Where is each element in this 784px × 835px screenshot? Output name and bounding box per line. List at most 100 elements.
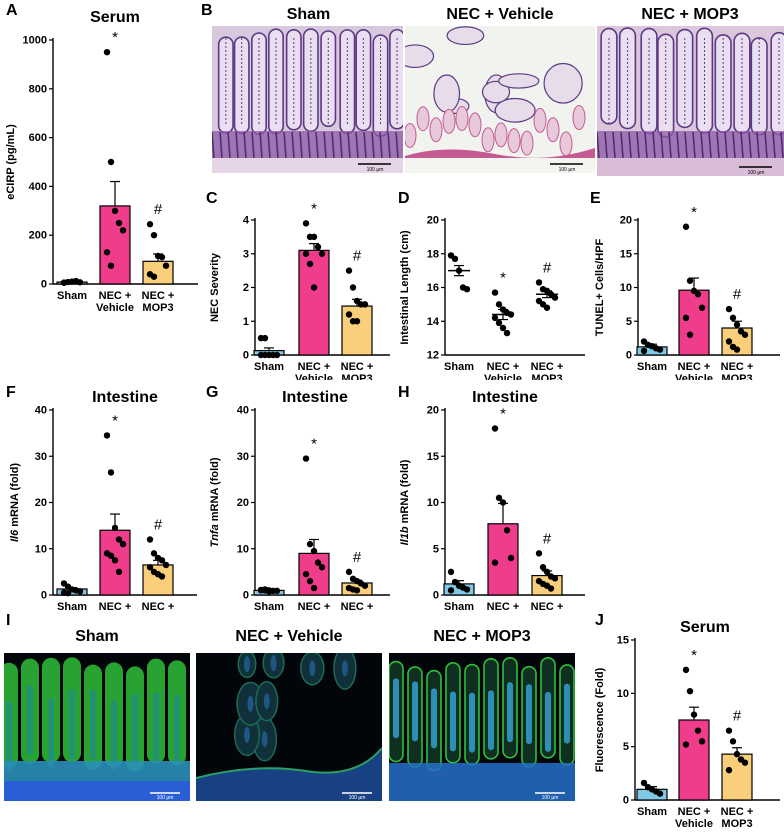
chart-c-point-2-4 xyxy=(361,301,369,308)
chart-j-point-2-2 xyxy=(733,750,741,758)
histology-crypt xyxy=(291,131,295,159)
chart-d-point-0-4 xyxy=(463,285,471,293)
chart-a-point-1-6 xyxy=(107,262,115,269)
chart-c-point-1-4 xyxy=(318,250,326,257)
histology-crypt xyxy=(339,131,343,159)
chart-e-point-2-7 xyxy=(733,346,741,353)
chart-e-point-0-4 xyxy=(656,346,664,353)
fluorescence-villus-core xyxy=(90,689,96,760)
histology-crypt xyxy=(724,131,728,159)
histology-villus xyxy=(405,44,435,69)
histology-crypt xyxy=(212,131,215,159)
fluorescence-image-vehicle: 100 µm xyxy=(196,653,382,801)
fluorescence-villus-core xyxy=(564,683,570,744)
chart-a-title: Serum xyxy=(90,9,140,26)
fluorescence-scale-label: 100 µm xyxy=(542,795,559,801)
histology-crypt xyxy=(219,131,223,159)
chart-g-point-1-2 xyxy=(310,547,318,555)
histology-crypt xyxy=(546,117,560,143)
panel-letter-i: I xyxy=(6,612,11,629)
fluorescence-nuclei xyxy=(247,695,254,712)
fluorescence-villus-core xyxy=(393,678,399,739)
chart-d-point-1-5 xyxy=(491,314,499,322)
histology-crypt xyxy=(628,131,632,159)
fluorescence-scale-label: 100 µm xyxy=(157,795,174,801)
chart-h-ytick-label-0: 0 xyxy=(433,590,439,602)
histology-crypt xyxy=(283,131,287,159)
histology-crypt xyxy=(676,131,680,159)
chart-h-annotation-1: * xyxy=(500,406,506,423)
chart-h-point-2-1 xyxy=(539,564,547,571)
histology-crypt xyxy=(243,131,247,159)
chart-c-category-label-0: Sham xyxy=(254,361,284,373)
chart-e-point-1-5 xyxy=(682,314,690,322)
chart-g-annotation-2: # xyxy=(353,549,362,566)
chart-f-ytick-label-2: 20 xyxy=(35,497,47,509)
chart-g-ytick-label-3: 30 xyxy=(237,451,249,463)
histology-crypt-layer xyxy=(597,131,784,159)
chart-d-category-label-1: NEC + xyxy=(487,361,520,373)
chart-a-category-label-2: NEC + xyxy=(142,290,175,302)
chart-f-category-label-1: NEC + xyxy=(99,601,132,610)
chart-c-nec-severity: NEC Severity 0 1 2 3 4 Sham * NEC + Vehicle # NEC +… xyxy=(200,185,395,385)
histology-base xyxy=(597,158,784,176)
histology-crypt xyxy=(468,112,482,138)
chart-e-point-1-6 xyxy=(686,331,694,338)
chart-h-point-1-3 xyxy=(503,527,511,534)
histology-villus xyxy=(446,26,485,46)
chart-a-point-1-2 xyxy=(111,207,119,214)
chart-f-ytick-label-3: 30 xyxy=(35,451,47,463)
histology-crypt xyxy=(227,131,231,159)
chart-h-ytick-label-3: 15 xyxy=(427,451,439,463)
panel-letter-h: H xyxy=(398,384,410,401)
histology-crypt xyxy=(387,131,391,159)
chart-h-point-0-0 xyxy=(447,568,455,576)
histology-crypt xyxy=(507,128,521,154)
fluorescence-villus-core xyxy=(6,701,12,772)
chart-e-category-label-2: NEC + xyxy=(721,361,754,373)
chart-g-ytick-label-0: 0 xyxy=(243,590,249,602)
histology-villus xyxy=(267,28,284,135)
chart-g-tnfa: Intestine Tnfa mRNA (fold) 0 10 20 30 40 Sham * N… xyxy=(200,380,395,625)
histology-villus xyxy=(494,97,536,123)
chart-g-point-2-0 xyxy=(345,568,353,576)
histology-villus xyxy=(481,80,511,104)
chart-a-serum-ecirp: Serum eCIRP (pg/mL) 0 200 400 600 800 1000 Sham *… xyxy=(0,0,200,330)
chart-c-ylabel: NEC Severity xyxy=(209,252,221,322)
fluorescence-nuclei xyxy=(263,693,270,710)
histology-crypt xyxy=(692,131,696,159)
fluorescence-villus-core xyxy=(488,690,494,751)
histology-crypt xyxy=(644,131,648,159)
chart-d-point-0-2 xyxy=(455,267,463,274)
chart-j-ytick-label-3: 15 xyxy=(617,635,629,647)
histology-scale-label: 100 µm xyxy=(367,167,384,173)
histology-crypt xyxy=(395,131,399,159)
panel-letter-e: E xyxy=(590,190,601,207)
chart-e-point-2-2 xyxy=(733,321,741,328)
chart-g-point-1-1 xyxy=(306,540,314,548)
chart-a-ylabel: eCIRP (pg/mL) xyxy=(5,124,17,200)
chart-f-point-0-6 xyxy=(64,589,72,597)
chart-g-ylabel: Tnfa mRNA (fold) xyxy=(209,457,221,547)
chart-h-point-1-5 xyxy=(491,559,499,566)
fluorescence-villus-core xyxy=(69,689,75,760)
chart-j-ylabel: Fluorescence (Fold) xyxy=(594,667,606,772)
chart-j-point-1-1 xyxy=(686,688,694,695)
fluorescence-nuclei xyxy=(261,731,268,748)
chart-g-ytick-label-4: 40 xyxy=(237,405,249,417)
chart-j-point-1-4 xyxy=(698,738,706,745)
chart-j-serum-fluorescence: Serum Fluorescence (Fold) 0 5 10 15 Sham * NEC +… xyxy=(590,610,784,830)
chart-d-point-2-0 xyxy=(535,279,543,286)
chart-f-point-1-2 xyxy=(111,524,119,532)
fluorescence-villus-core xyxy=(153,692,159,763)
chart-h-annotation-2: # xyxy=(543,530,552,547)
panel-letter-f: F xyxy=(6,384,16,401)
chart-f-point-1-3 xyxy=(115,536,123,543)
chart-d-ytick-label-0: 12 xyxy=(427,350,439,362)
chart-e-ytick-label-3: 15 xyxy=(620,248,632,260)
chart-j-point-1-3 xyxy=(694,727,702,734)
chart-e-point-2-0 xyxy=(725,305,733,313)
chart-e-ytick-label-2: 10 xyxy=(620,282,632,294)
chart-e-point-0-5 xyxy=(640,347,648,355)
chart-h-category-label-1: NEC + xyxy=(487,601,520,610)
